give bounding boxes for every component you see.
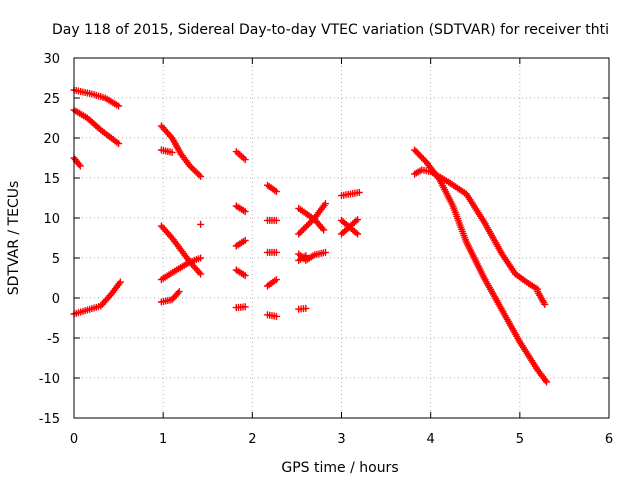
y-tick-label: -10	[39, 372, 60, 387]
series-seg-q	[263, 216, 280, 224]
y-tick-label: 20	[43, 132, 60, 147]
series-seg-s	[263, 276, 280, 290]
data-point	[308, 217, 316, 225]
series-seg-m	[232, 236, 249, 250]
x-tick-label: 5	[516, 432, 524, 447]
y-tick-label: 15	[43, 172, 60, 187]
series-seg-j	[197, 220, 205, 228]
y-tick-label: 0	[52, 292, 60, 307]
data-point	[197, 220, 205, 228]
x-axis-title: GPS time / hours	[281, 460, 398, 476]
data-point	[241, 208, 249, 216]
y-tick-label: 10	[43, 212, 60, 227]
series-seg-e	[157, 122, 205, 180]
data-point	[352, 229, 360, 237]
grid	[74, 58, 609, 418]
y-axis-title: SDTVAR / TECUs	[6, 181, 22, 296]
data-point	[298, 227, 306, 235]
data-point	[321, 248, 329, 256]
x-tick-label: 0	[70, 432, 78, 447]
series-seg-ae	[534, 288, 549, 308]
series-seg-r	[263, 248, 280, 256]
data-point	[302, 304, 310, 312]
data-point	[241, 156, 249, 164]
data-point	[304, 220, 312, 228]
data-point	[76, 162, 84, 170]
data-point	[302, 252, 310, 260]
series-seg-p	[263, 181, 280, 196]
data-point	[197, 254, 205, 262]
y-tick-label: 25	[43, 92, 60, 107]
y-tick-label: -5	[47, 332, 60, 347]
data-point	[241, 236, 249, 244]
data-point	[352, 217, 360, 225]
series-seg-h	[157, 254, 205, 284]
series-seg-n	[232, 266, 249, 280]
data-point	[303, 222, 311, 230]
data-point	[354, 230, 362, 238]
series-seg-ad	[411, 166, 542, 293]
data-point	[195, 171, 203, 179]
data-point	[301, 224, 309, 232]
data-point	[300, 225, 308, 233]
series-seg-f	[157, 146, 176, 156]
series-seg-x	[295, 252, 310, 264]
data-layer	[70, 86, 551, 386]
data-point	[175, 288, 183, 296]
data-point	[272, 312, 280, 320]
y-tick-label: 30	[43, 52, 60, 67]
x-tick-label: 6	[605, 432, 613, 447]
data-point	[354, 216, 362, 224]
series-seg-d	[70, 278, 124, 318]
series-seg-k	[232, 148, 249, 164]
series-seg-l	[232, 202, 249, 216]
data-point	[115, 102, 123, 110]
data-point	[320, 226, 328, 234]
data-point	[197, 270, 205, 278]
data-point	[197, 172, 205, 180]
data-point	[272, 188, 280, 196]
series-seg-a	[70, 86, 123, 110]
data-point	[116, 278, 124, 286]
chart-title: Day 118 of 2015, Sidereal Day-to-day VTE…	[52, 22, 609, 38]
x-tick-label: 3	[337, 432, 345, 447]
series-seg-z	[338, 188, 363, 200]
data-point	[355, 188, 363, 196]
x-tick-label: 1	[159, 432, 167, 447]
data-point	[174, 289, 182, 297]
series-seg-t	[263, 311, 280, 320]
data-point	[75, 160, 83, 168]
y-tick-label: -15	[39, 412, 60, 427]
series-seg-v	[295, 200, 329, 238]
data-point	[543, 378, 551, 386]
data-point	[168, 148, 176, 156]
x-tick-label: 2	[248, 432, 256, 447]
series-seg-i	[157, 288, 183, 306]
data-point	[241, 272, 249, 280]
data-point	[272, 248, 280, 256]
series-seg-o	[232, 303, 249, 312]
data-point	[241, 303, 249, 311]
data-point	[321, 200, 329, 208]
series-seg-w	[295, 248, 329, 264]
data-point	[541, 300, 549, 308]
data-point	[306, 219, 314, 227]
x-tick-label: 4	[427, 432, 435, 447]
series-seg-y	[295, 304, 310, 313]
y-tick-label: 5	[52, 252, 60, 267]
data-point	[295, 230, 303, 238]
series-seg-ab	[338, 216, 362, 238]
series-seg-ac	[411, 146, 551, 386]
data-point	[272, 276, 280, 284]
data-point	[115, 140, 123, 148]
data-point	[272, 216, 280, 224]
data-point	[296, 228, 304, 236]
ticks: 0 1 2 3 4 5 6 -15 -10 -5 0 5 10 15 20 25 30	[39, 52, 613, 447]
